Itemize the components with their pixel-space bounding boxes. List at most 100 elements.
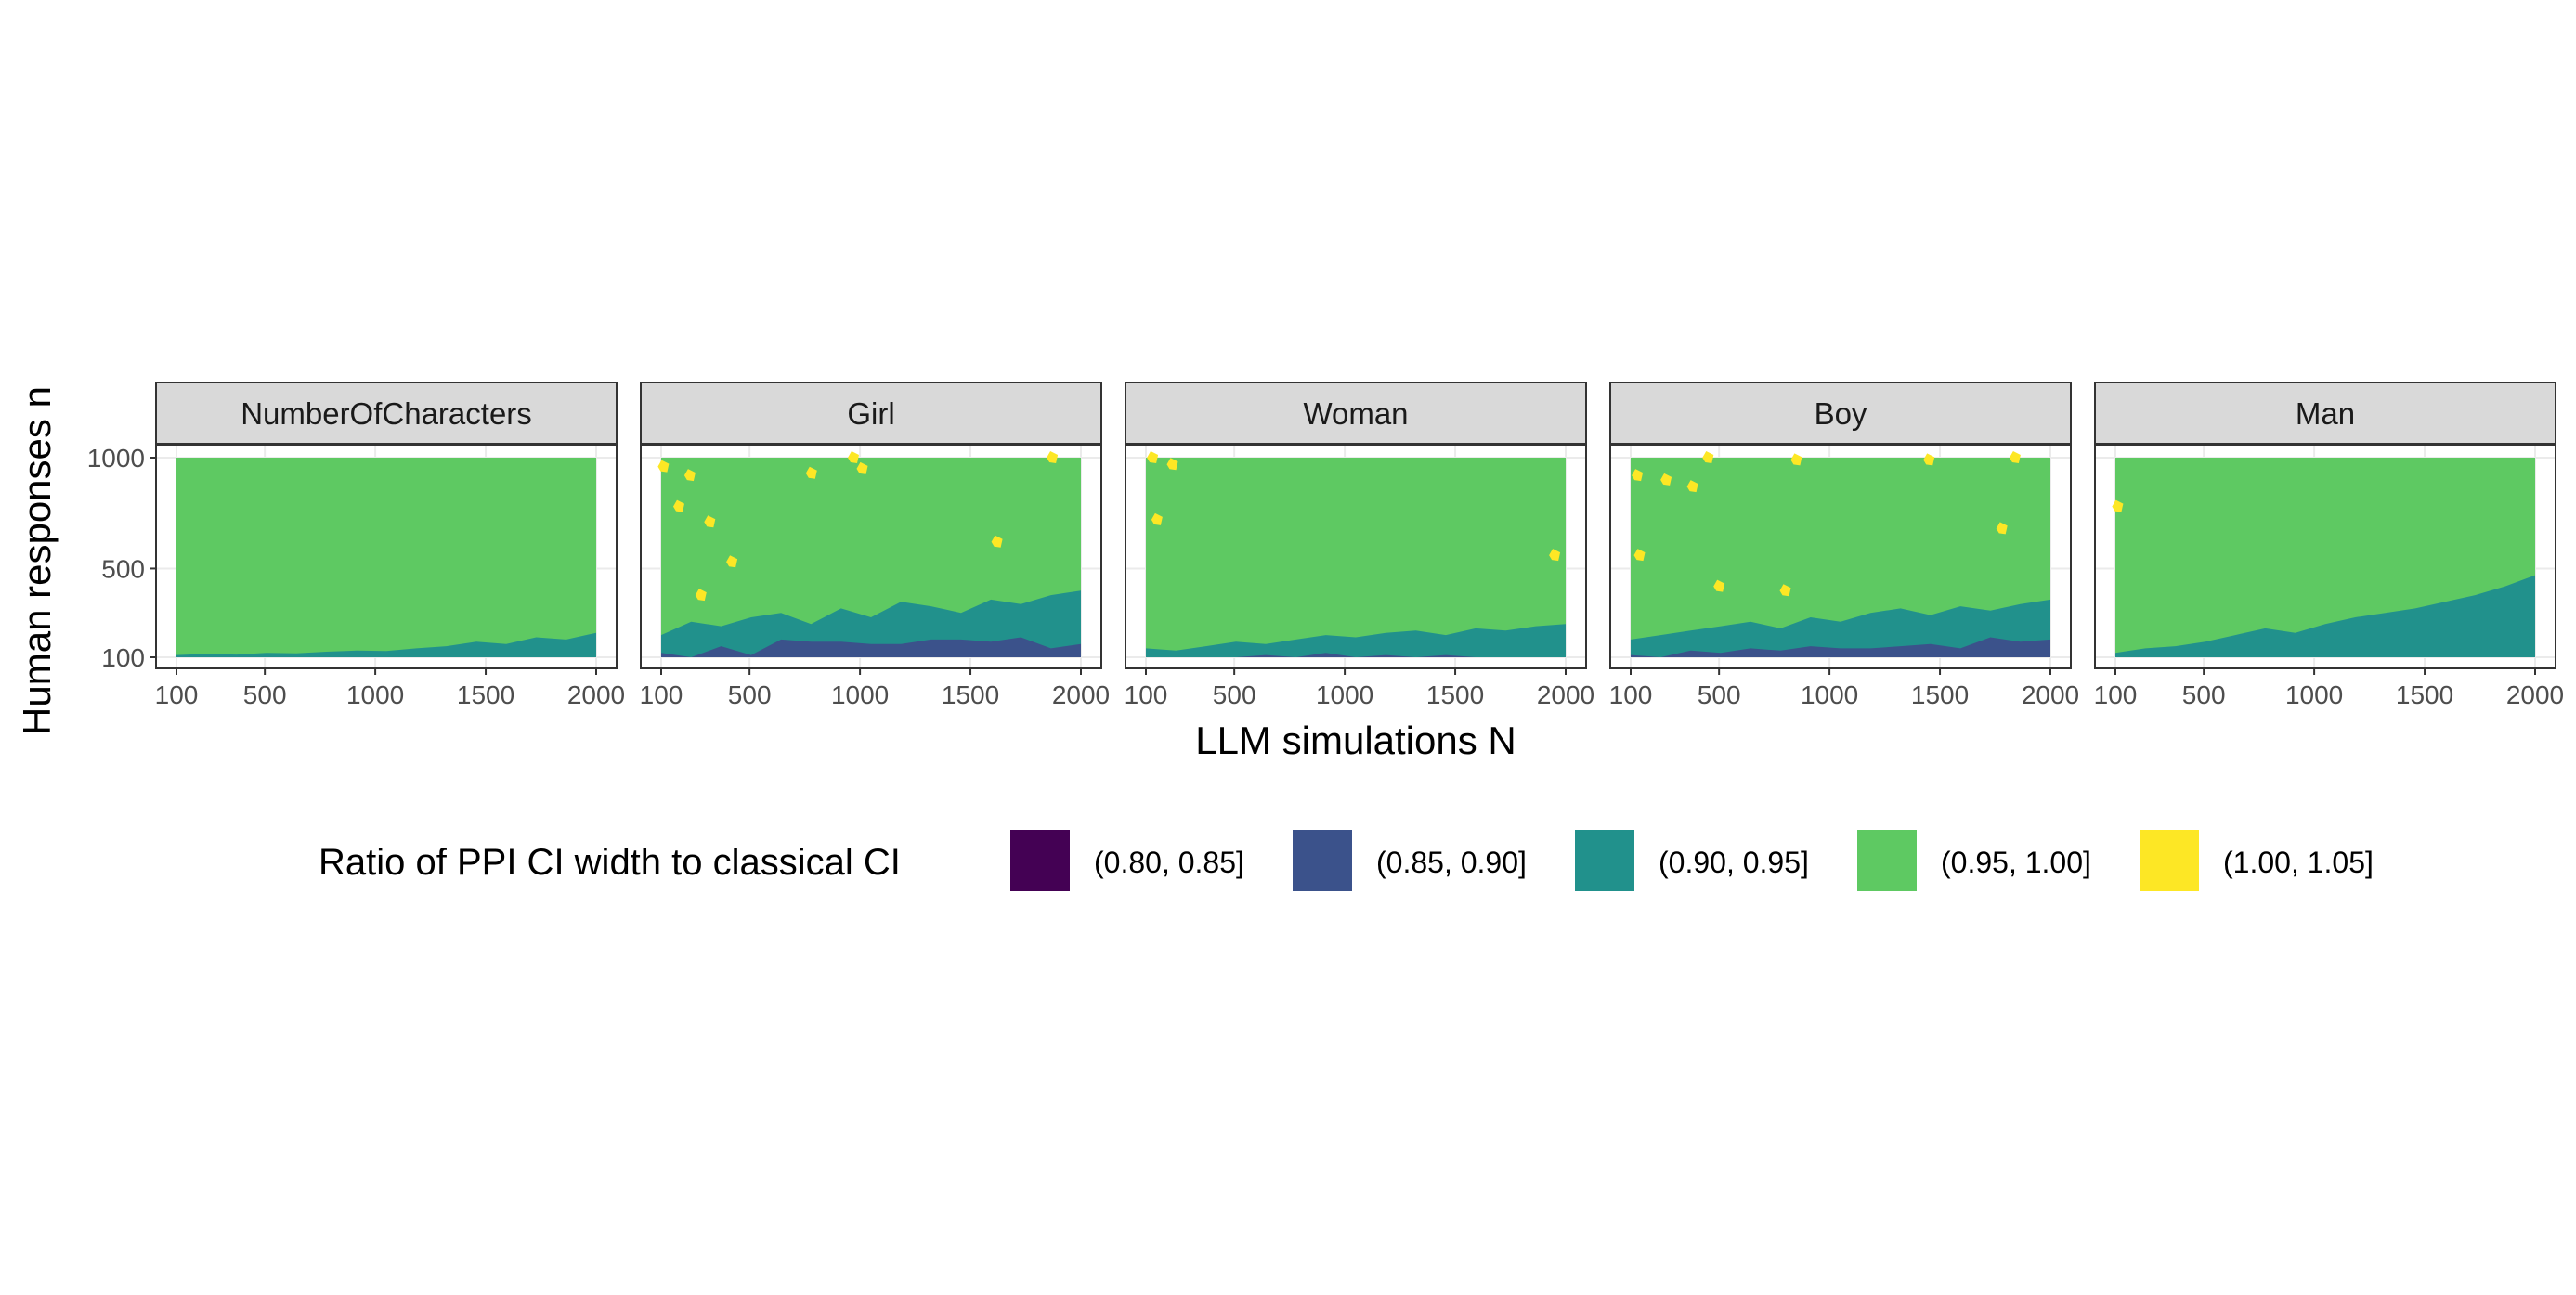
legend-key-label: (0.95, 1.00] <box>1941 846 2091 879</box>
x-tick-label: 100 <box>2094 680 2138 709</box>
legend-key-label: (1.00, 1.05] <box>2223 846 2374 879</box>
legend: Ratio of PPI CI width to classical CI (0… <box>319 830 2374 891</box>
contour-spot-100-105 <box>704 515 716 528</box>
x-tick-label: 2000 <box>2506 680 2564 709</box>
contour-spot-100-105 <box>848 451 859 463</box>
x-tick-label: 500 <box>243 680 287 709</box>
y-tick-label: 100 <box>101 643 145 672</box>
contour-spot-100-105 <box>1790 453 1802 466</box>
contour-region-090-095 <box>2115 575 2535 657</box>
facet-strip <box>1609 382 2072 445</box>
contour-spot-100-105 <box>2009 451 2021 463</box>
facet-strip-label: Man <box>2296 396 2355 431</box>
facet-panel-boy: Boy 100 500 1000 1500 2000 <box>1609 382 2079 709</box>
facet-strip-label: Boy <box>1815 396 1867 431</box>
contour-spot-100-105 <box>1632 469 1644 482</box>
x-tick-label: 500 <box>728 680 772 709</box>
contour-region-085-090 <box>661 637 1081 657</box>
x-tick-label: 1500 <box>1911 680 1969 709</box>
legend-key <box>1575 830 1634 891</box>
contour-region-095-100 <box>1146 458 1566 657</box>
x-tick-label: 2000 <box>1052 680 1110 709</box>
x-tick-label: 2000 <box>567 680 625 709</box>
facet-strip-label: NumberOfCharacters <box>241 396 532 431</box>
panel-border <box>2094 444 2556 669</box>
panel-border <box>155 444 618 669</box>
facet-strip <box>1125 382 1587 445</box>
facet-strip-label: Girl <box>847 396 894 431</box>
legend-key <box>1857 830 1917 891</box>
contour-spot-100-105 <box>991 535 1003 548</box>
contour-spot-100-105 <box>1996 522 2008 535</box>
contour-spot-100-105 <box>726 555 738 568</box>
facet-panel-man: Man 100 500 1000 1500 2000 <box>2094 382 2564 709</box>
x-tick-label: 1500 <box>457 680 514 709</box>
y-tick-label: 500 <box>101 554 145 583</box>
y-tick-label: 1000 <box>87 444 145 473</box>
contour-spot-100-105 <box>1166 458 1178 471</box>
facet-strip <box>2094 382 2556 445</box>
x-tick-label: 100 <box>1125 680 1168 709</box>
legend-key <box>2140 830 2199 891</box>
facet-strip-label: Woman <box>1303 396 1408 431</box>
x-tick-label: 100 <box>1609 680 1653 709</box>
contour-region-090-095 <box>1631 599 2050 657</box>
contour-region-095-100 <box>176 458 596 657</box>
x-tick-label: 1500 <box>2396 680 2453 709</box>
x-tick-label: 1500 <box>1426 680 1484 709</box>
contour-spot-100-105 <box>1047 451 1059 463</box>
facet-panels: NumberOfCharacters 100 500 1000 1500 2000 100 5… <box>87 382 2564 709</box>
contour-spot-100-105 <box>1686 480 1698 493</box>
x-tick-label: 500 <box>2182 680 2226 709</box>
contour-spot-100-105 <box>657 460 670 473</box>
x-tick-label: 1000 <box>2285 680 2343 709</box>
legend-key <box>1293 830 1352 891</box>
contour-spot-100-105 <box>1549 549 1561 562</box>
x-tick-label: 1000 <box>831 680 889 709</box>
contour-spot-100-105 <box>683 469 696 482</box>
contour-spot-100-105 <box>2112 499 2124 512</box>
contour-region-090-095 <box>176 632 596 657</box>
contour-spot-100-105 <box>805 466 817 479</box>
panel-border <box>1609 444 2072 669</box>
contour-region-085-090 <box>1631 637 2050 657</box>
contour-spot-100-105 <box>673 499 684 512</box>
x-tick-label: 500 <box>1698 680 1741 709</box>
facet-strip <box>640 382 1102 445</box>
x-tick-label: 2000 <box>2022 680 2079 709</box>
contour-spot-100-105 <box>1147 451 1159 463</box>
legend-key-label: (0.90, 0.95] <box>1659 846 1809 879</box>
contour-spot-100-105 <box>1702 451 1714 463</box>
legend-title: Ratio of PPI CI width to classical CI <box>319 842 901 883</box>
contour-spot-100-105 <box>856 461 868 474</box>
x-tick-label: 1000 <box>1801 680 1858 709</box>
contour-spot-100-105 <box>1923 453 1935 466</box>
facet-strip <box>155 382 618 445</box>
panel-border <box>1125 444 1587 669</box>
contour-region-090-095 <box>661 590 1081 657</box>
contour-spot-100-105 <box>1713 579 1725 592</box>
legend-key <box>1010 830 1070 891</box>
contour-spot-100-105 <box>1151 512 1163 525</box>
facet-panel-girl: Girl 100 500 1000 1500 2000 <box>640 382 1110 709</box>
legend-key-label: (0.85, 0.90] <box>1376 846 1527 879</box>
contour-spot-100-105 <box>1660 473 1672 486</box>
x-tick-label: 1000 <box>346 680 404 709</box>
contour-region-085-090 <box>1146 653 1566 657</box>
x-tick-label: 1000 <box>1316 680 1373 709</box>
x-tick-label: 500 <box>1213 680 1256 709</box>
x-tick-label: 100 <box>640 680 683 709</box>
contour-spot-100-105 <box>695 589 707 602</box>
x-tick-label: 2000 <box>1537 680 1594 709</box>
y-axis-title: Human responses n <box>15 386 59 735</box>
legend-key-label: (0.80, 0.85] <box>1094 846 1244 879</box>
x-tick-label: 1500 <box>942 680 999 709</box>
x-axis-title: LLM simulations N <box>1195 719 1516 762</box>
facet-panel-woman: Woman 100 500 1000 1500 2000 <box>1125 382 1594 709</box>
panel-border <box>640 444 1102 669</box>
contour-region-090-095 <box>1146 624 1566 657</box>
contour-spot-100-105 <box>1779 584 1791 597</box>
contour-spot-100-105 <box>1633 549 1646 562</box>
facet-panel-numberofcharacters: NumberOfCharacters 100 500 1000 1500 2000 100 5… <box>87 382 625 709</box>
